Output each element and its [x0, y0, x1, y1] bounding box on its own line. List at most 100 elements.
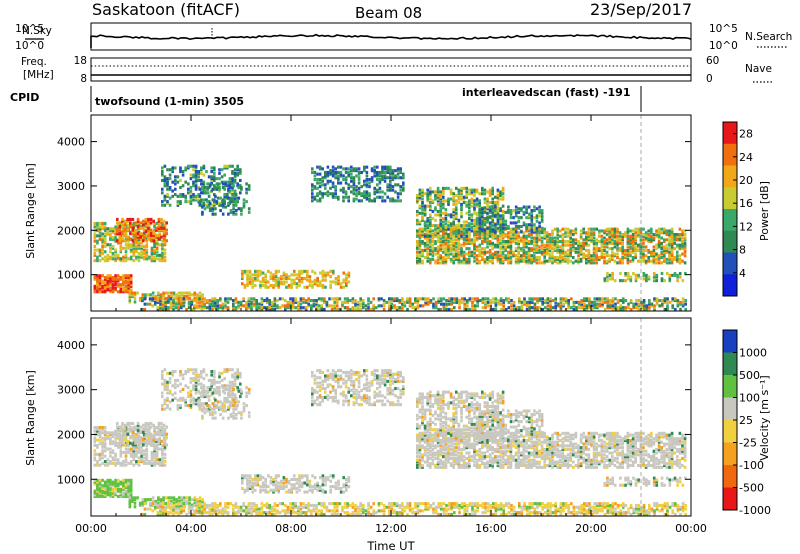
power-cell — [311, 195, 314, 199]
power-cell — [162, 237, 166, 241]
power-cell — [444, 213, 448, 217]
power-cell — [457, 229, 461, 233]
power-cell — [626, 259, 630, 263]
power-cell — [190, 300, 193, 304]
power-cell — [342, 195, 345, 199]
power-cell — [533, 256, 536, 260]
power-cell — [616, 227, 619, 231]
velocity-cell — [111, 484, 115, 488]
power-cell — [237, 186, 241, 190]
power-cell — [683, 238, 687, 242]
power-cell — [402, 181, 405, 185]
power-cell — [452, 248, 455, 252]
velocity-cell — [145, 438, 149, 442]
power-cell — [661, 302, 664, 306]
power-cell — [449, 225, 453, 229]
power-cell — [509, 238, 513, 242]
power-cell — [372, 297, 375, 301]
power-cell — [329, 169, 332, 173]
power-cell — [457, 241, 461, 245]
power-cell — [274, 275, 278, 279]
power-cell — [561, 233, 565, 237]
power-cell — [153, 248, 156, 252]
power-cell — [455, 217, 458, 221]
power-cell — [362, 300, 365, 304]
power-cell — [259, 269, 262, 273]
power-cell — [595, 257, 598, 261]
power-cell — [234, 297, 238, 301]
power-cell — [208, 306, 212, 310]
power-cell — [365, 195, 369, 199]
power-cell — [670, 240, 674, 244]
power-cell — [465, 234, 468, 238]
power-cell — [426, 220, 429, 224]
power-cell — [416, 261, 419, 265]
power-cell — [683, 243, 687, 247]
power-cell — [514, 259, 518, 263]
power-cell — [432, 297, 435, 301]
power-cell — [452, 259, 455, 263]
power-cell — [590, 231, 593, 235]
power-cell — [624, 248, 627, 252]
power-cell — [380, 304, 383, 308]
power-cell — [197, 186, 200, 190]
power-cell — [551, 257, 554, 261]
velocity-cell — [111, 491, 115, 495]
power-cell — [440, 299, 443, 303]
power-cell — [600, 229, 604, 233]
power-cell — [436, 247, 440, 251]
power-cell — [93, 225, 97, 229]
power-cell — [165, 232, 168, 236]
power-cell — [376, 178, 379, 182]
power-cell — [453, 300, 456, 304]
power-cell — [132, 246, 136, 250]
power-cell — [192, 193, 195, 197]
power-cell — [525, 250, 528, 254]
power-cell — [540, 247, 544, 251]
power-cell — [344, 192, 348, 196]
power-cell — [424, 299, 427, 303]
power-cell — [557, 304, 560, 308]
power-cell — [462, 257, 466, 261]
power-cell — [213, 302, 217, 306]
power-cell — [312, 299, 316, 303]
power-cell — [535, 233, 539, 237]
power-cell — [381, 165, 384, 169]
power-cell — [572, 300, 576, 304]
power-cell — [442, 250, 445, 254]
power-cell — [622, 307, 625, 311]
power-cell — [520, 240, 523, 244]
power-cell — [631, 248, 635, 252]
power-cell — [554, 297, 557, 301]
power-cell — [645, 304, 648, 308]
power-cell — [200, 171, 203, 175]
velocity-cell — [134, 443, 137, 447]
power-cell — [499, 257, 502, 261]
power-cell — [260, 300, 264, 304]
power-cell — [663, 254, 666, 258]
power-cell — [228, 191, 232, 195]
power-cell — [198, 187, 202, 191]
power-cell — [103, 290, 107, 294]
power-cell — [277, 269, 280, 273]
power-cell — [499, 231, 502, 235]
power-cell — [540, 216, 544, 220]
power-cell — [103, 281, 107, 285]
power-cell — [616, 252, 619, 256]
power-cell — [450, 300, 453, 304]
power-cell — [553, 240, 557, 244]
power-cell — [491, 206, 494, 210]
power-cell — [436, 197, 440, 201]
power-cell — [455, 299, 459, 303]
power-cell — [211, 299, 214, 303]
velocity-cell — [123, 427, 127, 431]
power-cell — [370, 178, 374, 182]
power-cell — [382, 307, 386, 311]
power-cell — [321, 284, 325, 288]
power-cell — [215, 177, 219, 181]
power-cell — [549, 307, 552, 311]
power-cell — [538, 209, 541, 213]
velocity-cell — [134, 425, 137, 429]
power-cell — [221, 304, 225, 308]
velocity-cell — [142, 456, 146, 460]
